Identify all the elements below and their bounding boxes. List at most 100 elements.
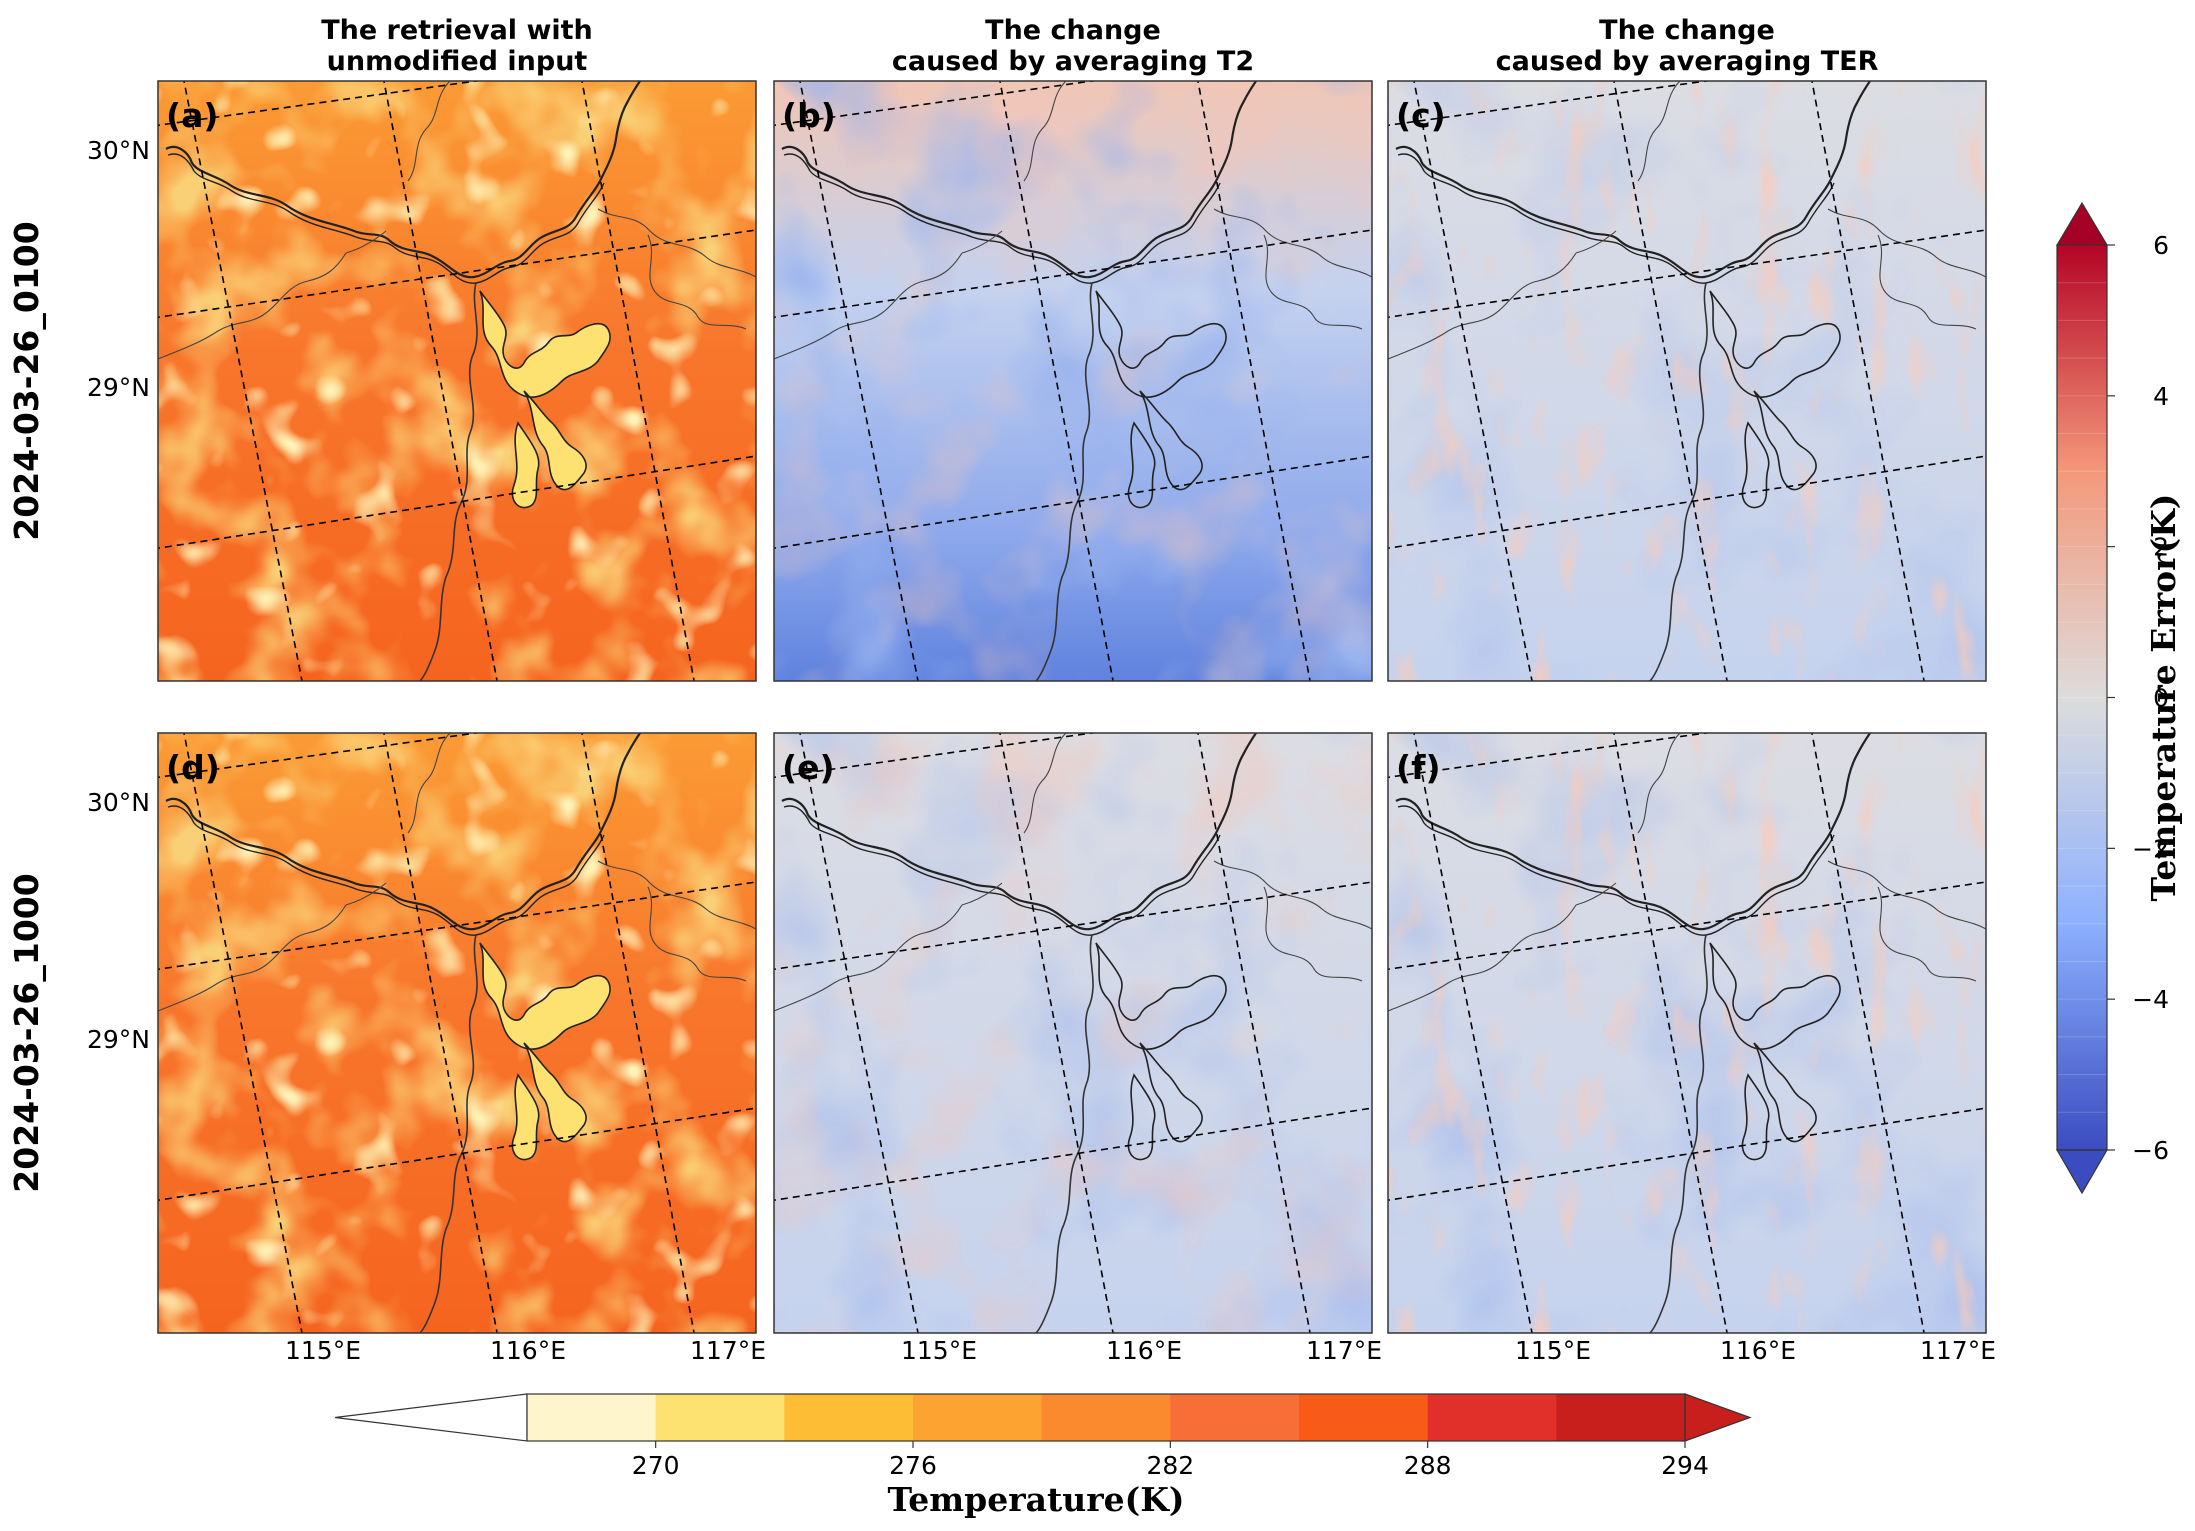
longitude-tick-label: 117°E bbox=[1306, 1336, 1382, 1365]
panel-field bbox=[1388, 733, 1986, 1333]
meridian-gridline bbox=[383, 81, 498, 681]
panel-field bbox=[774, 733, 1372, 1333]
panel-field bbox=[774, 81, 1372, 681]
column-title: The change bbox=[985, 15, 1161, 46]
parallel-gridline bbox=[1388, 81, 1712, 127]
colorbar-segment bbox=[1170, 1394, 1300, 1441]
meridian-gridline bbox=[799, 81, 919, 681]
parallel-gridline bbox=[774, 81, 1098, 127]
colorbar-extend-low bbox=[2055, 1149, 2109, 1195]
province-border bbox=[774, 81, 1372, 360]
colorbar-segment bbox=[1299, 1394, 1429, 1441]
province-border bbox=[158, 81, 756, 360]
lake-warm-fill bbox=[480, 291, 611, 508]
gridlines bbox=[1388, 81, 1986, 681]
parallel-gridline bbox=[774, 1107, 1372, 1202]
panel-frame bbox=[1387, 80, 1987, 682]
panel-e: (e) bbox=[773, 732, 1373, 1334]
meridian-gridline bbox=[1413, 81, 1533, 681]
parallel-gridline bbox=[774, 733, 1098, 779]
colorbar-segment bbox=[1556, 1394, 1686, 1441]
meridian-gridline bbox=[581, 733, 695, 1333]
lake-warm-fill bbox=[480, 943, 611, 1160]
row-label: 2024-03-26_1000 bbox=[7, 873, 46, 1192]
longitude-tick-label: 115°E bbox=[285, 1336, 361, 1365]
province-border bbox=[158, 733, 756, 1012]
colorbar-tick-label: 2 bbox=[2153, 533, 2169, 562]
meridian-gridline bbox=[383, 733, 498, 1333]
gridlines bbox=[774, 733, 1372, 1333]
lake-outline bbox=[1709, 290, 1841, 509]
temperature-colorbar: 270 276 282 288 294 Temperature(K) bbox=[334, 1393, 1752, 1519]
meridian-gridline bbox=[999, 733, 1114, 1333]
row-label: 2024-03-26_0100 bbox=[7, 221, 46, 540]
colorbar-tick-label: 276 bbox=[889, 1451, 937, 1480]
panel-f: (f) bbox=[1387, 732, 1987, 1334]
error-texture-warm bbox=[1388, 733, 1986, 1333]
colorbar-tick-label: 270 bbox=[632, 1451, 680, 1480]
panel-field bbox=[1388, 81, 1986, 681]
colorbar-extend-low bbox=[334, 1393, 528, 1442]
error-colorbar: −6 −4 −2 0 2 4 6 Temperature Error(K) bbox=[2055, 201, 2183, 1195]
colorbar-segment bbox=[784, 1394, 914, 1441]
column-title: caused by averaging TER bbox=[1496, 46, 1879, 77]
panel-frame bbox=[157, 80, 757, 682]
river-bank-line bbox=[783, 805, 1221, 936]
parallel-gridline bbox=[1388, 229, 1986, 319]
river-line bbox=[1395, 81, 1871, 279]
longitude-tick-label: 116°E bbox=[1106, 1336, 1182, 1365]
panel-d: (d) bbox=[157, 732, 757, 1334]
panel-frame bbox=[773, 80, 1373, 682]
parallel-gridline bbox=[158, 733, 482, 779]
meridian-gridline bbox=[1413, 733, 1533, 1333]
panel-label: (b) bbox=[782, 96, 836, 135]
gridlines bbox=[774, 81, 1372, 681]
river-line bbox=[781, 81, 1257, 279]
colorbar-frame bbox=[526, 1393, 1686, 1442]
panel-frame bbox=[1387, 732, 1987, 1334]
latitude-tick-label: 29°N bbox=[87, 373, 150, 402]
longitude-tick-label: 117°E bbox=[690, 1336, 766, 1365]
lake-outline bbox=[1095, 942, 1227, 1161]
meridian-gridline bbox=[999, 81, 1114, 681]
latitude-tick-label: 30°N bbox=[87, 788, 150, 817]
colorbar-segment bbox=[655, 1394, 785, 1441]
longitude-tick-label: 115°E bbox=[1515, 1336, 1591, 1365]
lake-outline bbox=[1709, 942, 1841, 1161]
meridian-gridline bbox=[799, 733, 919, 1333]
river-line bbox=[165, 81, 641, 279]
parallel-gridline bbox=[1388, 455, 1986, 550]
column-title: caused by averaging T2 bbox=[892, 46, 1254, 77]
longitude-tick-label: 117°E bbox=[1920, 1336, 1996, 1365]
parallel-gridline bbox=[158, 229, 756, 319]
error-texture-warm bbox=[1388, 81, 1986, 681]
panel-frame bbox=[773, 732, 1373, 1334]
meridian-gridline bbox=[581, 81, 695, 681]
latitude-tick-label: 30°N bbox=[87, 136, 150, 165]
column-title: The retrieval with bbox=[321, 15, 593, 46]
parallel-gridline bbox=[1388, 733, 1712, 779]
parallel-gridline bbox=[158, 1107, 756, 1202]
panel-c: (c) bbox=[1387, 80, 1987, 682]
panel-a: (a) bbox=[157, 80, 757, 682]
parallel-gridline bbox=[774, 229, 1372, 319]
river-line bbox=[781, 733, 1257, 931]
lake-outline bbox=[479, 290, 611, 509]
gridlines bbox=[158, 733, 756, 1333]
colorbar-tick-label: 4 bbox=[2153, 382, 2169, 411]
colorbar-tick-label: 6 bbox=[2153, 231, 2169, 260]
panel-label: (d) bbox=[166, 748, 220, 787]
parallel-gridline bbox=[158, 881, 756, 971]
lake-outline bbox=[1095, 290, 1227, 509]
parallel-gridline bbox=[1388, 1107, 1986, 1202]
colorbar-label: Temperature Error(K) bbox=[2144, 494, 2183, 902]
column-title: unmodified input bbox=[327, 46, 588, 77]
panel-label: (a) bbox=[166, 96, 218, 135]
river-line bbox=[165, 733, 641, 931]
gridlines bbox=[1388, 733, 1986, 1333]
longitude-tick-label: 116°E bbox=[1720, 1336, 1796, 1365]
colorbar-segment bbox=[527, 1394, 657, 1441]
colorbar-tick-label: 0 bbox=[2153, 684, 2169, 713]
parallel-gridline bbox=[1388, 881, 1986, 971]
colorbar-tick-label: 294 bbox=[1661, 1451, 1709, 1480]
